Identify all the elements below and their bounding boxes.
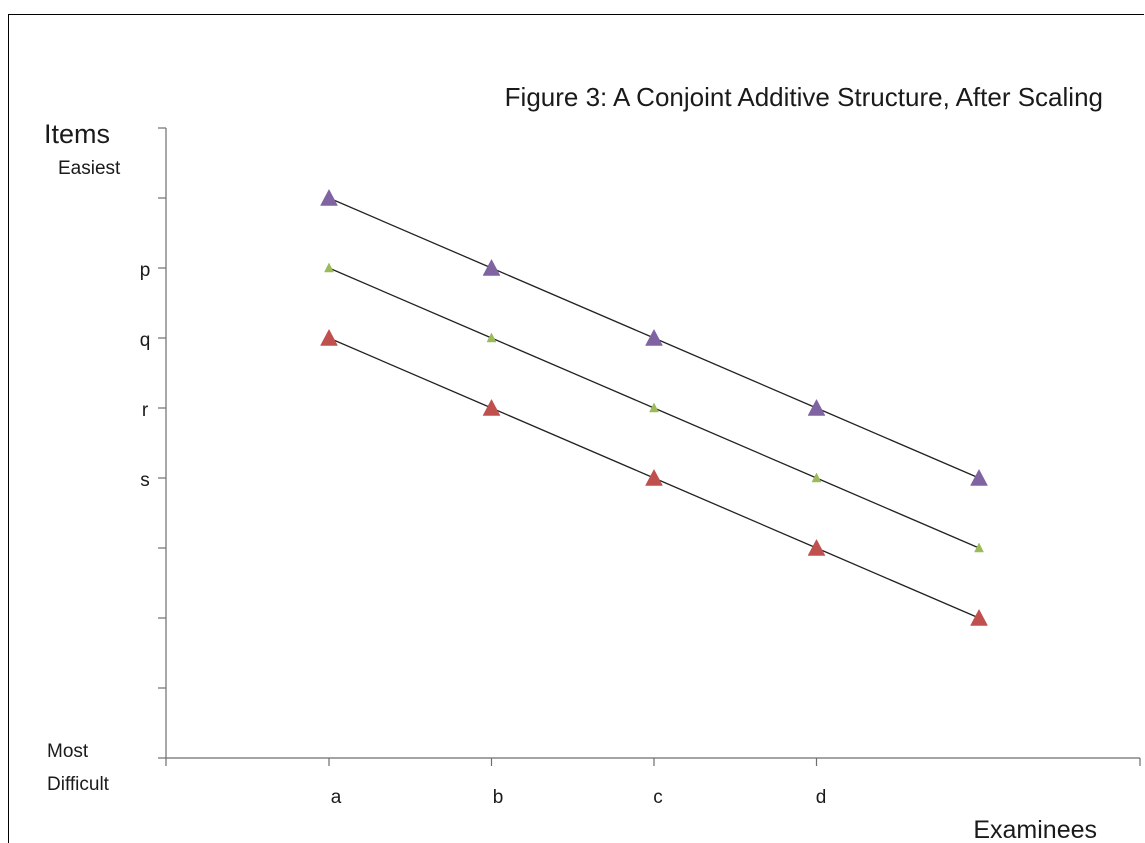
series-2-point-0	[320, 328, 338, 346]
y-axis-top-label: Easiest	[58, 158, 121, 179]
series-1-point-1	[486, 332, 497, 343]
x-tick-labels: a b c d	[331, 787, 827, 808]
series-0-point-2	[645, 328, 663, 346]
x-tick-label-a: a	[331, 787, 342, 808]
series-0-point-1	[482, 258, 501, 276]
x-tick-label-b: b	[493, 787, 504, 808]
y-axis-bottom-label-line1: Most	[47, 741, 89, 762]
chart-title: Figure 3: A Conjoint Additive Structure,…	[505, 82, 1103, 112]
series-2-point-4	[970, 608, 988, 626]
series-1-point-0	[324, 262, 334, 273]
chart-frame	[8, 14, 1144, 843]
series-2-point-3	[807, 538, 826, 556]
x-tick-label-d: d	[816, 787, 827, 808]
x-axis-label: Examinees	[973, 816, 1097, 843]
y-axis-bottom-label-line2: Difficult	[47, 774, 110, 795]
y-tick-label-q: q	[140, 330, 151, 351]
x-tick-label-c: c	[653, 787, 663, 808]
y-tick-label-r: r	[142, 400, 149, 421]
series-1-point-3	[811, 472, 822, 483]
y-ticks	[158, 127, 166, 759]
series-1-point-2	[649, 402, 659, 413]
series-0-point-3	[807, 398, 826, 416]
y-axis-label: Items	[44, 119, 110, 149]
y-tick-label-p: p	[140, 260, 151, 281]
series-2-point-2	[645, 468, 663, 486]
series-0-point-0	[320, 188, 338, 206]
series-2-point-1	[482, 398, 501, 416]
series-0-point-4	[970, 468, 988, 486]
series-1-point-4	[974, 542, 984, 553]
y-tick-labels: p q r s	[140, 260, 151, 491]
y-tick-label-s: s	[140, 470, 150, 491]
x-ticks	[165, 758, 1141, 766]
series-markers	[320, 188, 988, 626]
